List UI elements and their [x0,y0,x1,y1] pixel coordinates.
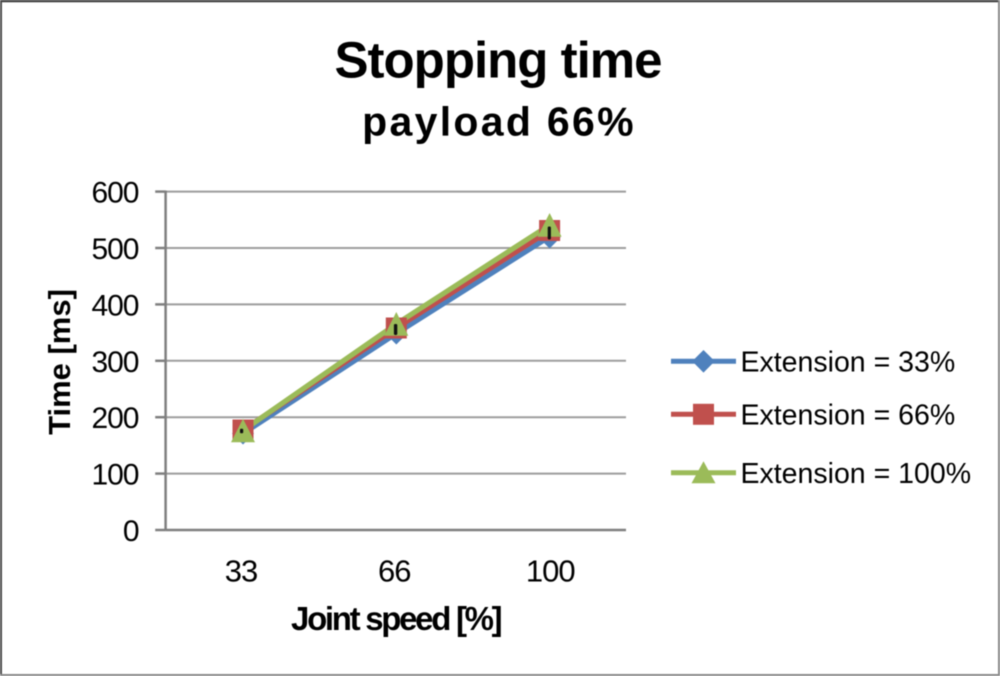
svg-text:66: 66 [378,553,410,588]
svg-text:Extension = 66%: Extension = 66% [741,400,956,432]
svg-text:payload 66%: payload 66% [362,99,636,145]
svg-text:Stopping time: Stopping time [335,31,662,88]
svg-text:Joint speed [%]: Joint speed [%] [291,600,502,637]
svg-text:100: 100 [91,459,138,492]
svg-text:Extension = 33%: Extension = 33% [741,347,956,379]
svg-text:500: 500 [91,233,138,266]
svg-text:300: 300 [91,346,138,379]
svg-text:400: 400 [91,289,138,322]
svg-text:Extension = 100%: Extension = 100% [741,458,972,490]
svg-text:100: 100 [526,553,575,588]
svg-text:33: 33 [225,553,257,588]
svg-text:200: 200 [91,402,138,435]
svg-text:600: 600 [91,177,138,210]
svg-text:Time [ms]: Time [ms] [42,289,77,435]
svg-text:0: 0 [123,515,139,548]
